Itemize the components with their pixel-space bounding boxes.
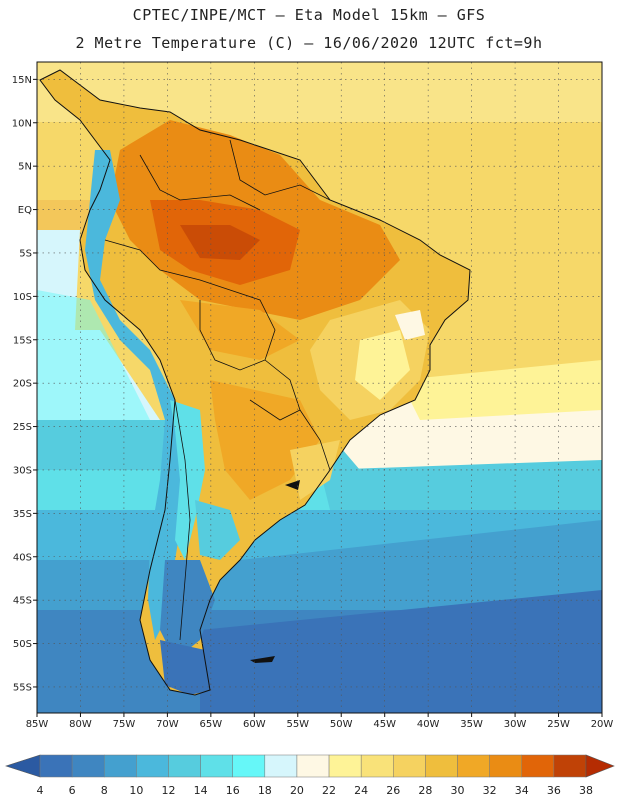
- chart-title-line-2: 2 Metre Temperature (C) – 16/06/2020 12U…: [75, 34, 543, 52]
- patagonia-east-field: [195, 500, 240, 560]
- colorbar-swatch: [457, 754, 490, 778]
- colorbar-high-arrow: [585, 754, 615, 778]
- lon-label: 60W: [243, 719, 266, 730]
- colorbar-swatch: [200, 754, 233, 778]
- colorbar-swatch: [232, 754, 266, 778]
- minas-cool-field: [355, 330, 410, 400]
- pacific-cold-field-2: [37, 290, 150, 420]
- chaco-field: [210, 380, 320, 500]
- colorbar-swatch: [264, 754, 298, 778]
- border-argentina-brazil: [299, 409, 331, 471]
- amazon-peak-field: [180, 225, 260, 260]
- lon-label: 75W: [113, 719, 136, 730]
- border-peru: [104, 239, 231, 291]
- uruguay-field: [290, 440, 340, 500]
- colorbar-label: 34: [515, 784, 529, 797]
- colorbar-low-arrow: [5, 754, 41, 778]
- chapada-cool-field: [395, 310, 425, 340]
- lat-label: 5N: [18, 162, 32, 173]
- colorbar-label: 10: [129, 784, 143, 797]
- lon-label: 45W: [373, 719, 396, 730]
- colorbar-label: 26: [386, 784, 400, 797]
- southern-ocean-field-4: [200, 590, 602, 713]
- colorbar-label: 38: [579, 784, 593, 797]
- lat-label: 10N: [12, 118, 32, 129]
- map-frame: [36, 61, 603, 714]
- lat-label: 30S: [13, 465, 32, 476]
- colorbar-swatch: [425, 754, 458, 778]
- colorbar-swatch: [360, 754, 394, 778]
- lat-label: 15S: [13, 335, 32, 346]
- lat-label: 20S: [13, 379, 32, 390]
- lat-label: 5S: [19, 248, 32, 259]
- colorbar-label: 8: [101, 784, 108, 797]
- lat-label: 25S: [13, 422, 32, 433]
- andes-cold-spine: [85, 150, 190, 640]
- colorbar-label: 36: [547, 784, 561, 797]
- colorbar-swatch: [328, 754, 362, 778]
- colorbar-label: 16: [226, 784, 240, 797]
- colorbar-swatch: [521, 754, 555, 778]
- lon-label: 30W: [504, 719, 527, 730]
- lon-label: 50W: [330, 719, 353, 730]
- border-chile-argentina: [174, 399, 191, 641]
- colorbar-label: 6: [69, 784, 76, 797]
- lat-label: 40S: [13, 552, 32, 563]
- lon-label: 80W: [69, 719, 92, 730]
- colorbar-swatch: [393, 754, 426, 778]
- lon-label: 35W: [460, 719, 483, 730]
- colorbar-label: 24: [354, 784, 368, 797]
- coastline: [39, 69, 471, 696]
- colorbar-label: 28: [418, 784, 432, 797]
- colorbar-swatch: [39, 754, 73, 778]
- lon-label: 20W: [591, 719, 614, 730]
- colorbar-label: 18: [258, 784, 272, 797]
- lon-label: 55W: [286, 719, 309, 730]
- colorbar-swatch: [296, 754, 330, 778]
- lon-label: 40W: [417, 719, 440, 730]
- lat-label: 10S: [13, 292, 32, 303]
- colorbar-swatch: [553, 754, 587, 778]
- border-venezuela: [229, 139, 331, 201]
- colorbar-label: 12: [161, 784, 175, 797]
- lon-label: 70W: [156, 719, 179, 730]
- lat-label: 55S: [13, 682, 32, 693]
- midlat-field-2: [320, 460, 602, 520]
- lon-label: 65W: [200, 719, 223, 730]
- lat-label: 35S: [13, 509, 32, 520]
- longitude-labels: 85W 80W 75W 70W 65W 60W 55W 50W 45W 40W 35W 30W 25W 2…: [26, 713, 614, 730]
- lat-label: 45S: [13, 596, 32, 607]
- south-atlantic-yellow-field: [400, 360, 602, 420]
- southern-ocean-field-2: [240, 520, 602, 620]
- falkland-islands: [250, 656, 275, 663]
- lon-label: 85W: [26, 719, 49, 730]
- colorbar-label: 20: [290, 784, 304, 797]
- colorbar-swatch: [71, 754, 105, 778]
- colorbar-label: 22: [322, 784, 336, 797]
- colorbar-label: 32: [483, 784, 497, 797]
- border-bolivia: [199, 289, 276, 371]
- andes-cold-east: [170, 400, 205, 560]
- colorbar-label: 30: [451, 784, 465, 797]
- colorbar-swatch: [168, 754, 201, 778]
- graticule: [36, 62, 603, 713]
- chart-title-line-1: CPTEC/INPE/MCT – Eta Model 15km – GFS: [132, 6, 486, 24]
- lon-label: 25W: [547, 719, 570, 730]
- colorbar-label: 14: [194, 784, 208, 797]
- colorbar-label: 4: [37, 784, 44, 797]
- lat-label: 50S: [13, 639, 32, 650]
- temperature-field: [37, 62, 602, 713]
- country-borders: [104, 139, 331, 641]
- colorbar: 4 6 8 10 12 14 16 18 20 22 24 26 28 30 32 34 36 38: [5, 754, 615, 797]
- colorbar-swatch: [136, 754, 169, 778]
- colorbar-swatch: [103, 754, 137, 778]
- lat-label: EQ: [18, 205, 32, 216]
- lat-label: 15N: [12, 75, 32, 86]
- tierra-del-fuego-field: [160, 640, 212, 695]
- latitude-labels: 15N 10N 5N EQ 5S 10S 15S 20S 25S 30S 35S 40S 45S 50S 5…: [12, 75, 37, 693]
- lagoon: [285, 480, 300, 490]
- colorbar-swatch: [489, 754, 523, 778]
- border-colombia: [139, 154, 261, 211]
